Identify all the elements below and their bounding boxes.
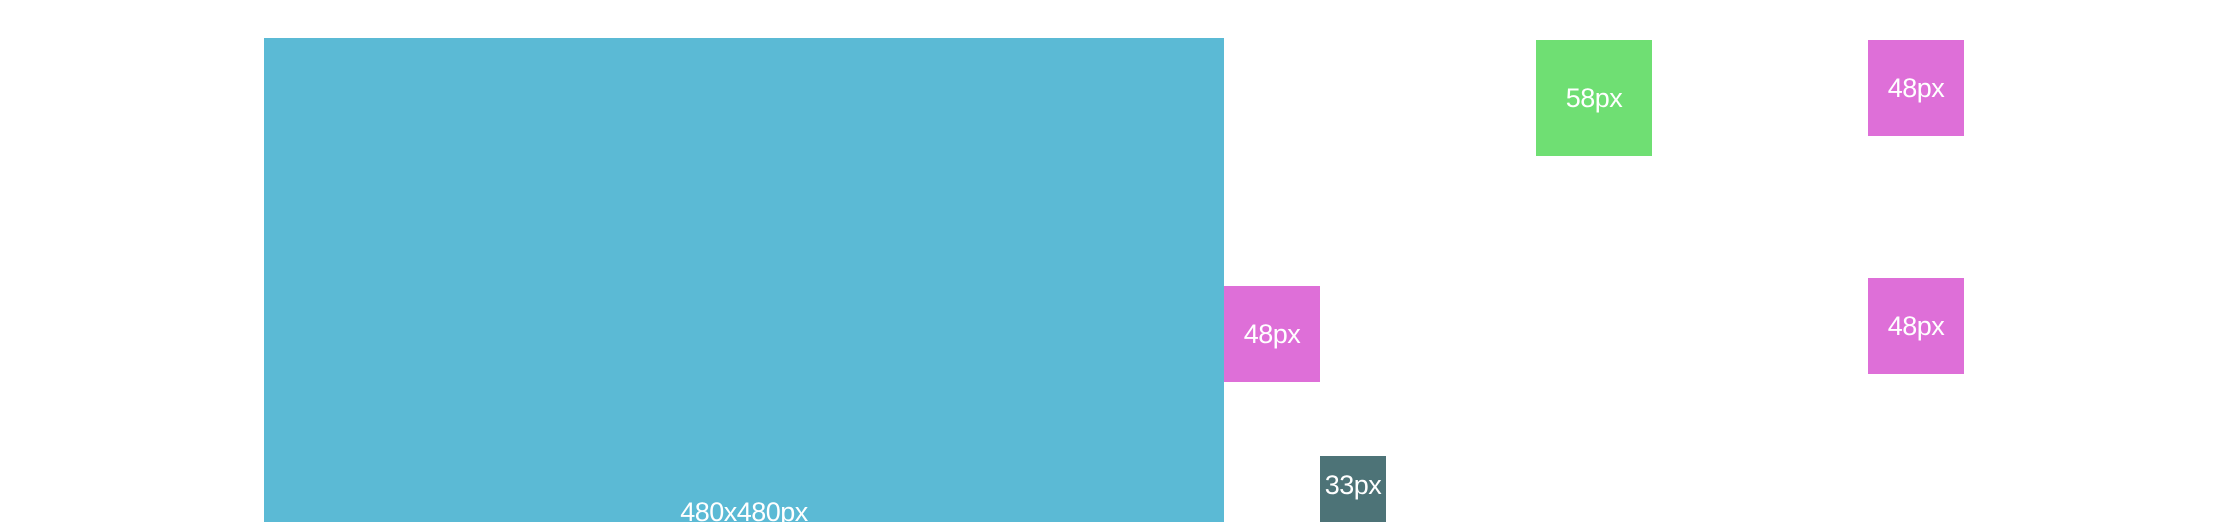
tile-480x480-label: 480x480px: [680, 497, 808, 527]
tile-48-left: 48px: [1224, 286, 1320, 382]
tile-33-label: 33px: [1324, 470, 1382, 500]
tile-58-label: 58px: [1565, 82, 1623, 113]
tile-48-top-right-label: 48px: [1887, 72, 1945, 103]
tile-33: 33px: [1320, 456, 1386, 522]
tile-48-mid-right-label: 48px: [1887, 310, 1945, 341]
tile-48-top-right: 48px: [1868, 40, 1964, 136]
tile-58: 58px: [1536, 40, 1652, 156]
tile-48-left-label: 48px: [1243, 318, 1301, 349]
tile-480x480: 480x480px: [264, 38, 1224, 527]
tile-48-mid-right: 48px: [1868, 278, 1964, 374]
